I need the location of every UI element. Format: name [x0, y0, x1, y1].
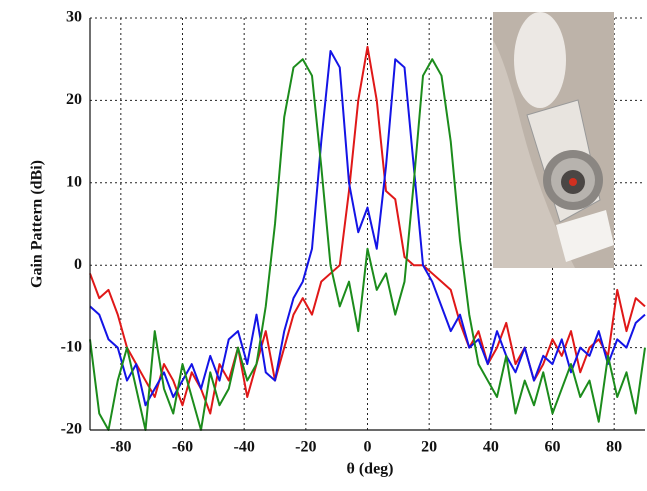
x-axis-title: θ (deg) — [346, 461, 393, 478]
photo-block — [556, 210, 614, 262]
series-line — [89, 49, 646, 407]
x-tick-label: -40 — [234, 439, 255, 456]
inset-photo — [493, 12, 614, 268]
photo-connector-pin — [569, 178, 577, 186]
series-line — [89, 58, 646, 431]
x-tick-label: -60 — [172, 439, 193, 456]
x-tick-label: 20 — [421, 439, 437, 456]
x-tick-label: 60 — [545, 439, 561, 456]
y-axis-title: Gain Pattern (dBi) — [29, 160, 46, 288]
x-tick-label: 40 — [483, 439, 499, 456]
x-tick-label: -20 — [295, 439, 316, 456]
x-tick-label: -80 — [110, 439, 131, 456]
x-tick-label: 0 — [364, 439, 372, 456]
series-line — [89, 45, 646, 415]
x-tick-label: 80 — [606, 439, 622, 456]
y-tick-label: 30 — [66, 9, 82, 26]
y-tick-label: 10 — [66, 173, 82, 190]
y-tick-label: 20 — [66, 91, 82, 108]
tick-labels: -80 -60 -40 -20 0 20 40 60 80 -20 -10 0 10 20 30 — [61, 9, 622, 456]
y-tick-label: 0 — [74, 256, 82, 273]
y-tick-label: -20 — [61, 421, 82, 438]
series-lines — [89, 45, 646, 431]
y-tick-label: -10 — [61, 338, 82, 355]
photo-dome — [514, 12, 566, 108]
